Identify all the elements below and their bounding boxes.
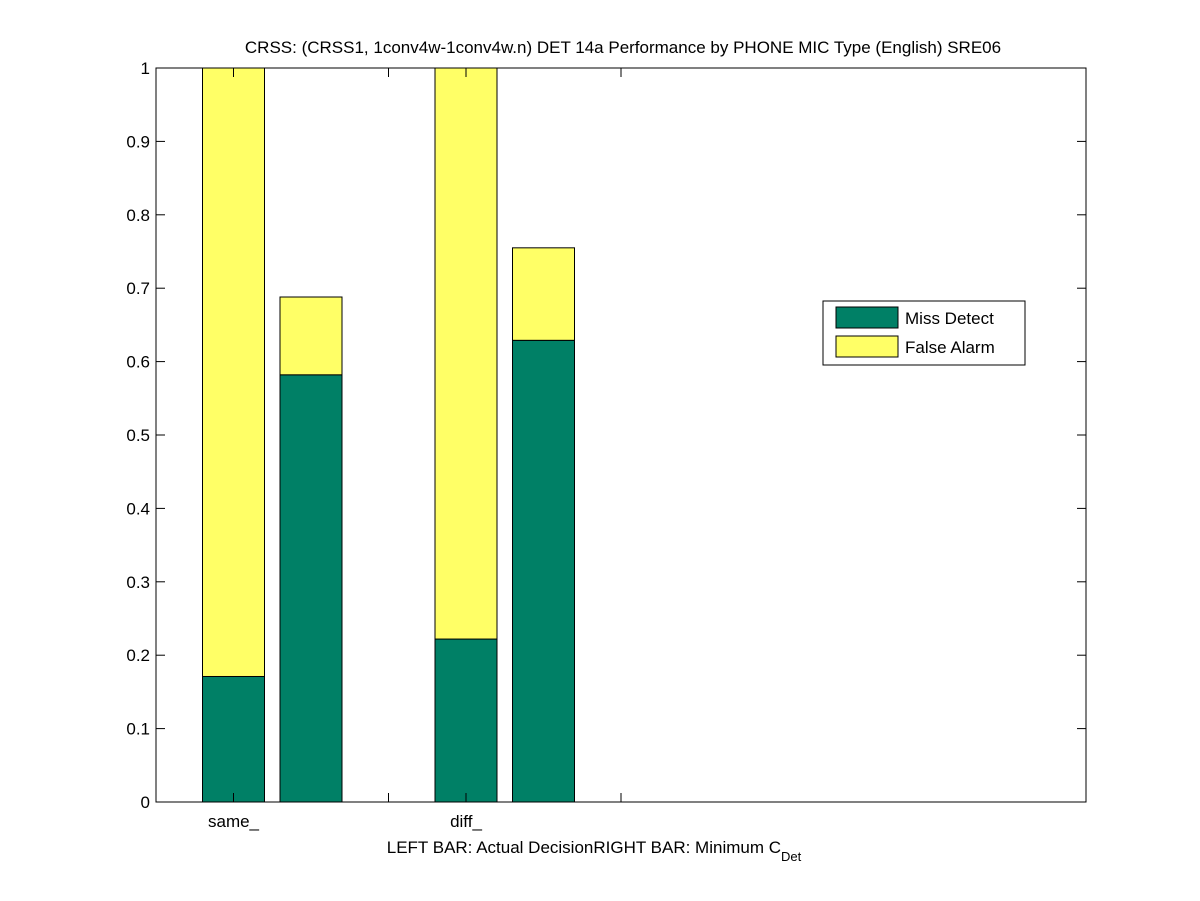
x-tick-label-same_: same_ bbox=[208, 812, 260, 831]
bar-false-alarm-3 bbox=[512, 247, 575, 341]
y-tick-label-9: 0.9 bbox=[126, 132, 150, 151]
legend-label-false-alarm: False Alarm bbox=[905, 338, 995, 357]
bar-miss-detect-0 bbox=[202, 675, 265, 803]
x-tick-label-diff_: diff_ bbox=[450, 812, 482, 831]
y-tick-label-10: 1 bbox=[141, 59, 150, 78]
y-tick-label-7: 0.7 bbox=[126, 279, 150, 298]
y-tick-label-0: 0 bbox=[141, 793, 150, 812]
chart-title: CRSS: (CRSS1, 1conv4w-1conv4w.n) DET 14a… bbox=[245, 38, 1001, 57]
bar-miss-detect-2 bbox=[434, 638, 498, 803]
x-axis-label: LEFT BAR: Actual DecisionRIGHT BAR: Mini… bbox=[387, 838, 802, 864]
y-tick-label-4: 0.4 bbox=[126, 499, 150, 518]
ticks-group: 0 0.1 0.2 0.3 0.4 0.5 0.6 0.7 0.8 0.9 1 same_ diff_ bbox=[126, 59, 1086, 831]
axes-box bbox=[155, 67, 1087, 803]
bar-miss-detect-1 bbox=[279, 374, 343, 803]
y-tick-label-2: 0.2 bbox=[126, 646, 150, 665]
y-tick-label-8: 0.8 bbox=[126, 206, 150, 225]
x-axis-label-subscript: Det bbox=[781, 849, 802, 864]
legend: Miss Detect False Alarm bbox=[822, 300, 1026, 366]
bar-false-alarm-0 bbox=[202, 67, 265, 677]
bar-miss-detect-3 bbox=[512, 339, 575, 803]
legend-swatch-miss-detect bbox=[835, 306, 899, 329]
y-tick-label-5: 0.5 bbox=[126, 426, 150, 445]
bars-group bbox=[202, 67, 575, 803]
bar-false-alarm-1 bbox=[279, 296, 343, 376]
y-tick-label-3: 0.3 bbox=[126, 573, 150, 592]
bar-false-alarm-2 bbox=[434, 67, 498, 640]
y-tick-label-1: 0.1 bbox=[126, 720, 150, 739]
legend-swatch-false-alarm bbox=[835, 335, 899, 358]
x-axis-label-left: LEFT BAR: Actual Decision bbox=[387, 838, 594, 857]
legend-label-miss-detect: Miss Detect bbox=[905, 309, 994, 328]
x-axis-label-right: RIGHT BAR: Minimum C bbox=[593, 838, 781, 857]
y-tick-label-6: 0.6 bbox=[126, 353, 150, 372]
